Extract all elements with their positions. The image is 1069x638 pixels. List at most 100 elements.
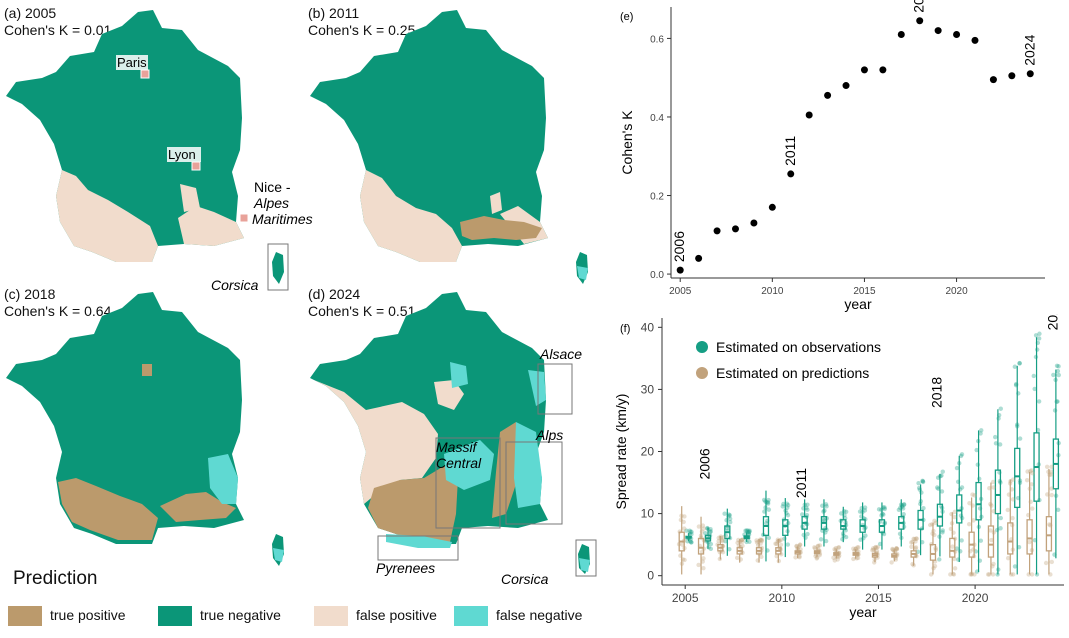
pyrenees-label: Pyrenees <box>376 560 435 576</box>
chart-f-box <box>840 519 847 530</box>
chart-f-jitter-point <box>727 513 733 518</box>
alps-label: Alps <box>535 427 563 443</box>
chart-f-jitter-point <box>701 526 706 531</box>
chart-f-jitter-point <box>822 518 827 523</box>
chart-f-jitter-point <box>687 528 692 533</box>
chart-f-jitter-point <box>703 531 708 536</box>
chart-f-jitter-point <box>972 572 977 577</box>
chart-f-jitter-point <box>764 521 769 526</box>
chart-f-jitter-point <box>882 506 888 512</box>
chart-f-jitter-point <box>998 406 1003 411</box>
chart-e-point <box>953 30 961 38</box>
chart-f-jitter-point <box>1047 522 1052 527</box>
chart-f-jitter-point <box>913 539 918 544</box>
chart-f-jitter-point <box>881 531 887 537</box>
chart-f-jitter-point <box>855 555 861 561</box>
chart-e-ytick-label: 0.2 <box>650 192 664 203</box>
chart-e-point <box>824 91 832 99</box>
chart-e-ylabel: Cohen's K <box>619 110 635 175</box>
chart-f-jitter-point <box>843 534 849 540</box>
chart-f-jitter-point <box>1012 564 1018 569</box>
map-c-tp-sw <box>58 478 158 540</box>
chart-f-jitter-point <box>920 479 926 484</box>
chart-f-box <box>801 516 808 530</box>
map-c-title: (c) 2018 <box>4 286 56 302</box>
corsica-a-box <box>267 243 289 291</box>
chart-f-jitter-point <box>739 538 744 543</box>
chart-e-point <box>731 225 739 233</box>
nice-label-3: Maritimes <box>252 211 313 227</box>
chart-f-jitter-point <box>1051 372 1056 378</box>
chart-f-jitter-point <box>971 547 976 552</box>
chart-e-point <box>676 266 684 274</box>
paris-marker <box>140 69 150 79</box>
chart-f-jitter-point <box>873 545 878 550</box>
chart-f-jitter-point <box>785 502 791 508</box>
chart-f-jitter-point <box>940 469 945 474</box>
chart-f-box <box>1045 516 1053 552</box>
chart-f-jitter-point <box>875 544 881 550</box>
chart-f-jitter-point <box>914 536 919 541</box>
chart-f-jitter-point <box>805 502 810 507</box>
map-a: Paris Lyon Nice - Alpes Maritimes Corsic… <box>0 0 313 295</box>
chart-f-jitter-point <box>1036 399 1042 404</box>
chart-f-jitter-point <box>724 525 730 531</box>
chart-f-jitter-point <box>684 528 689 533</box>
chart-f-jitter-point <box>993 434 998 440</box>
chart-f-jitter-point <box>914 536 919 541</box>
chart-f-jitter-point <box>1031 373 1036 379</box>
alps-box <box>505 441 563 525</box>
chart-f-annotation: 2006 <box>697 448 713 479</box>
chart-f-xlabel: year <box>849 604 877 620</box>
map-c-label: (c) 2018 Cohen's K = 0.64 <box>4 286 111 320</box>
map-c-tp-se <box>160 492 236 522</box>
map-a-fp-se <box>178 206 244 246</box>
map-a-fp-center <box>180 184 200 212</box>
chart-f-box <box>859 519 866 533</box>
chart-f-jitter-point <box>932 518 937 524</box>
chart-f-jitter-point <box>727 547 732 552</box>
chart-f-jitter-point <box>815 555 820 560</box>
chart-f-jitter-point <box>779 537 784 542</box>
map-d-fp-west <box>314 380 438 504</box>
chart-f-jitter-point <box>1054 363 1060 369</box>
chart-f-jitter-point <box>832 547 837 552</box>
chart-f-jitter-point <box>747 529 752 534</box>
map-a-fp-sw <box>56 170 158 262</box>
chart-f-jitter-point <box>701 566 706 571</box>
chart-e-annotation: 2011 <box>782 136 798 166</box>
corsica-d-fn <box>579 558 590 572</box>
chart-f-ytick-label: 10 <box>641 507 655 521</box>
chart-f-jitter-point <box>1044 464 1050 470</box>
chart-f-jitter-point <box>916 480 921 486</box>
massif-label-2: Central <box>436 455 482 471</box>
chart-f-jitter-point <box>998 526 1003 531</box>
chart-f-jitter-point <box>1017 360 1022 366</box>
legend-swatch-true-positive <box>8 606 42 626</box>
chart-f-jitter-point <box>780 504 785 509</box>
chart-e-panel-label: (e) <box>620 11 633 23</box>
chart-f-jitter-point <box>901 502 907 507</box>
chart-f-jitter-point <box>862 508 868 513</box>
chart-f-box <box>1026 519 1033 555</box>
chart-f-jitter-point <box>958 513 964 518</box>
chart-f-jitter-point <box>863 533 868 538</box>
chart-f-jitter-point <box>911 536 916 542</box>
chart-f-jitter-point <box>708 541 714 547</box>
chart-f-jitter-point <box>812 545 817 550</box>
corsica-label-d: Corsica <box>501 571 549 587</box>
chart-f-jitter-point <box>778 542 784 548</box>
chart-f-jitter-point <box>1030 471 1035 476</box>
chart-e-ytick-label: 0.0 <box>650 270 664 281</box>
chart-f-jitter-point <box>949 511 954 517</box>
corsica-b-fn <box>577 266 588 280</box>
chart-f-jitter-point <box>735 540 740 545</box>
chart-f-jitter-point <box>785 513 791 518</box>
chart-f-box <box>1014 447 1021 509</box>
chart-f-ytick-label: 40 <box>641 320 655 334</box>
chart-f-jitter-point <box>1048 472 1054 477</box>
legend-label-true-negative: true negative <box>200 607 281 623</box>
chart-f-box <box>697 537 705 555</box>
chart-f-jitter-point <box>766 535 772 541</box>
chart-f-jitter-point <box>985 572 991 577</box>
